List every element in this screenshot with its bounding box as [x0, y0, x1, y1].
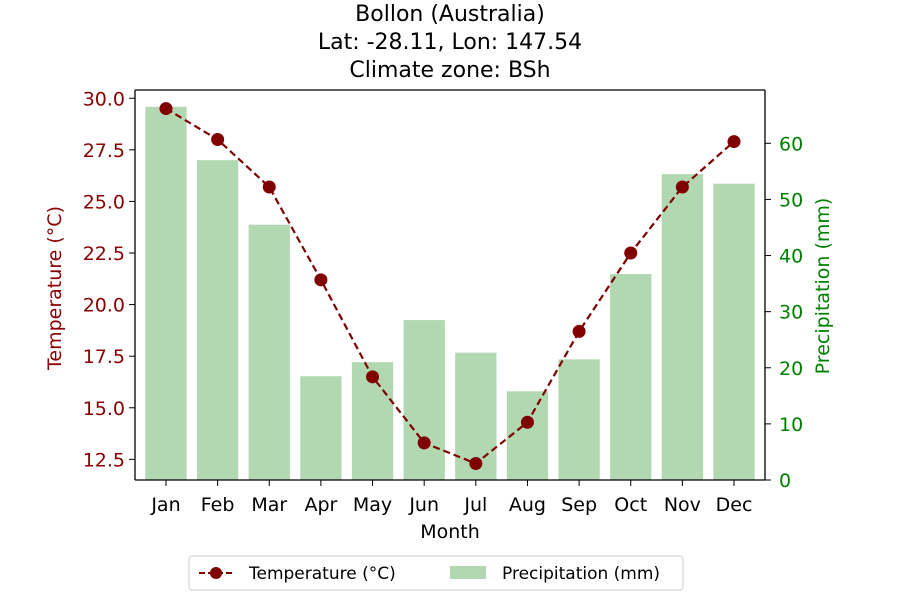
x-tick-label: Jun [408, 494, 439, 516]
temperature-point [211, 133, 225, 147]
precipitation-bar [248, 224, 290, 480]
x-tick-label: Aug [509, 494, 546, 516]
temperature-point [417, 436, 431, 450]
precipitation-bars [145, 106, 755, 481]
precipitation-bar [145, 106, 187, 480]
temperature-point [469, 456, 483, 470]
left-tick-label: 25.0 [83, 191, 125, 213]
left-tick-label: 22.5 [83, 243, 125, 265]
right-tick-label: 40 [779, 246, 803, 268]
temperature-point [675, 180, 689, 194]
precipitation-bar [403, 320, 445, 480]
title-line: Lat: -28.11, Lon: 147.54 [318, 30, 582, 55]
x-axis-ticks: Jan Feb Mar Apr May Jun Jul Aug Sep Oct Nov Dec [150, 480, 752, 516]
precipitation-bar [300, 376, 342, 480]
x-tick-label: Sep [561, 494, 597, 516]
temperature-series-line [165, 107, 735, 465]
temperature-point [624, 246, 638, 260]
chart-title: Bollon (Australia) Lat: -28.11, Lon: 147.… [318, 2, 582, 83]
x-tick-label: Feb [201, 494, 235, 516]
title-line: Bollon (Australia) [355, 2, 545, 27]
title-line: Climate zone: BSh [349, 58, 550, 83]
right-tick-label: 30 [779, 302, 803, 324]
precipitation-bar [610, 274, 652, 480]
x-tick-label: May [353, 494, 392, 516]
temperature-point [159, 102, 173, 116]
legend-precipitation-swatch [450, 566, 486, 579]
left-tick-label: 15.0 [83, 398, 125, 420]
right-axis-label: Precipitation (mm) [812, 198, 834, 375]
right-tick-label: 0 [779, 470, 791, 492]
x-tick-label: Apr [304, 494, 337, 516]
axes [134, 89, 766, 481]
right-tick-label: 20 [779, 358, 803, 380]
temperature-point [314, 273, 328, 287]
left-tick-label: 30.0 [83, 88, 125, 110]
left-tick-label: 12.5 [83, 449, 125, 471]
temperature-point [366, 370, 380, 384]
precipitation-bar [558, 359, 600, 480]
precipitation-bar [506, 391, 549, 480]
right-tick-label: 10 [779, 414, 803, 436]
right-tick-label: 60 [779, 133, 803, 155]
x-tick-label: Mar [251, 494, 287, 516]
left-tick-label: 20.0 [83, 295, 125, 317]
x-tick-label: Oct [614, 494, 647, 516]
x-tick-label: Jul [463, 494, 487, 516]
x-axis-label: Month [420, 521, 480, 543]
right-tick-label: 50 [779, 189, 803, 211]
temperature-point [520, 415, 534, 429]
precipitation-bar [661, 174, 704, 480]
legend-temperature-marker [210, 567, 222, 579]
left-axis-label: Temperature (°C) [44, 206, 66, 371]
temperature-line [159, 102, 741, 470]
left-tick-label: 27.5 [83, 140, 125, 162]
legend: Temperature (°C) Precipitation (mm) [188, 555, 684, 591]
left-tick-label: 17.5 [83, 346, 125, 368]
temperature-point [727, 135, 741, 149]
x-tick-label: Dec [716, 494, 753, 516]
precipitation-bar [196, 160, 239, 480]
legend-precipitation-label: Precipitation (mm) [502, 564, 660, 584]
left-axis-ticks: 12.5 15.0 17.5 20.0 22.5 25.0 27.5 30.0 [83, 88, 135, 471]
x-tick-label: Jan [150, 494, 180, 516]
right-axis-ticks: 0 10 20 30 40 50 60 [765, 133, 803, 492]
precipitation-bar [713, 183, 755, 481]
temperature-point [572, 324, 586, 338]
x-tick-label: Nov [664, 494, 701, 516]
legend-temperature-label: Temperature (°C) [248, 564, 396, 584]
temperature-point [262, 180, 276, 194]
legend-box [188, 555, 684, 591]
